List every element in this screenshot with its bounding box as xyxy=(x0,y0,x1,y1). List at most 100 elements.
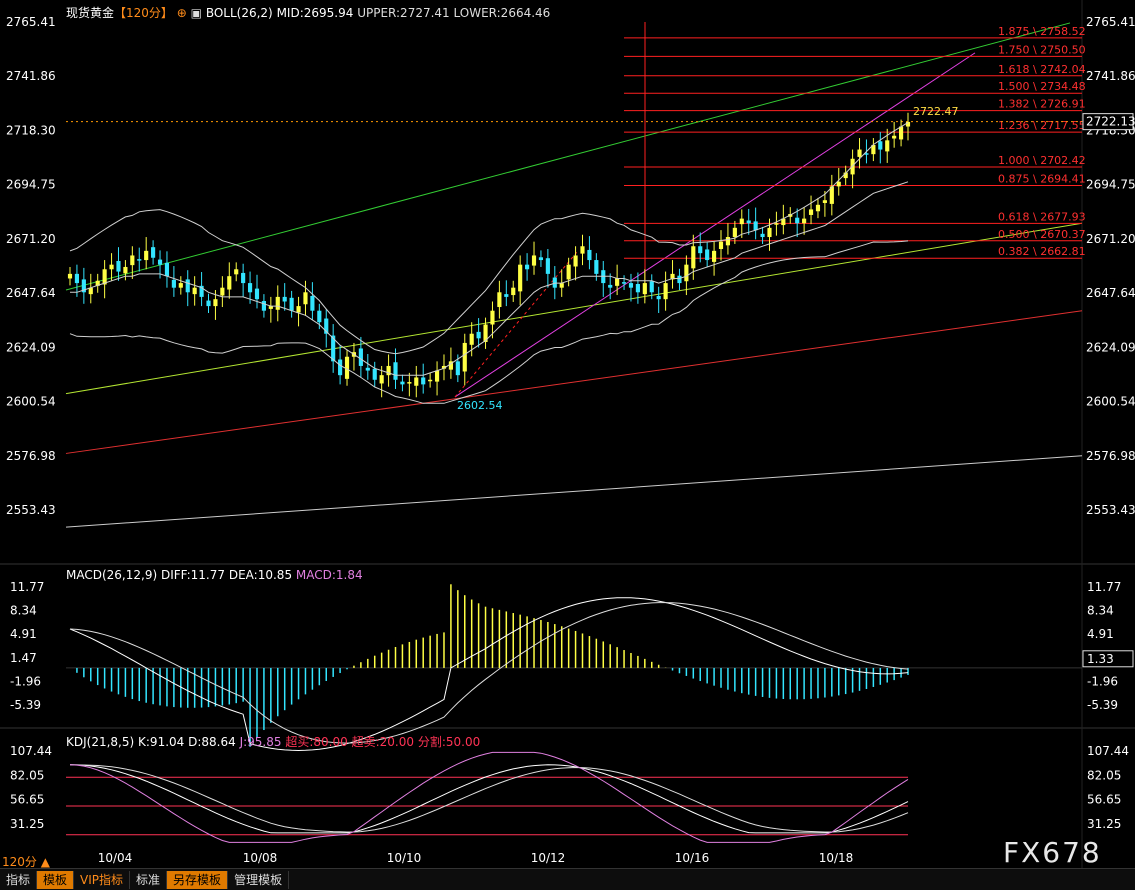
kdj-split: 分割:50.00 xyxy=(417,735,481,749)
candle-body xyxy=(608,284,613,288)
candle-body xyxy=(829,186,834,204)
tab-indicator[interactable]: 指标 xyxy=(0,870,38,889)
candle-body xyxy=(400,381,405,385)
candle-body xyxy=(448,361,453,370)
candle-body xyxy=(531,255,537,266)
macd-tick-left: -5.39 xyxy=(10,698,41,712)
current-price-box xyxy=(1082,113,1134,131)
candle-body xyxy=(802,218,807,224)
candle-body xyxy=(712,250,717,262)
macd-dea: DEA:10.85 xyxy=(228,568,293,582)
kdj-tick-right: 31.25 xyxy=(1087,817,1121,831)
macd-tick-right: -1.96 xyxy=(1087,674,1118,688)
macd-current-box xyxy=(1082,650,1134,668)
candle-body xyxy=(289,297,294,311)
y-tick-left: 2718.30 xyxy=(6,123,56,137)
fib-level-label: 0.382 \ 2662.81 xyxy=(998,245,1086,258)
kdj-tick-left: 31.25 xyxy=(10,817,44,831)
candle-body xyxy=(386,365,391,376)
candle-body xyxy=(525,264,530,270)
macd-tick-right: 4.91 xyxy=(1087,627,1114,641)
macd-tick-left: 8.34 xyxy=(10,604,37,618)
candle-body xyxy=(213,299,218,307)
candle-body xyxy=(753,221,758,231)
candle-body xyxy=(878,141,883,150)
macd-diff: DIFF:11.77 xyxy=(160,568,226,582)
candle-body xyxy=(137,259,142,261)
boll-lower-line xyxy=(69,240,909,404)
macd-label: MACD(26,12,9) xyxy=(66,568,158,582)
candle-body xyxy=(746,220,751,224)
y-tick-right: 2694.75 xyxy=(1086,178,1135,192)
kdj-oversold: 超卖:20.00 xyxy=(351,735,414,749)
candle-body xyxy=(497,292,502,308)
candle-body xyxy=(767,227,772,238)
fib-level-label: 1.500 \ 2734.48 xyxy=(998,80,1086,93)
y-tick-left: 2694.75 xyxy=(6,178,56,192)
candle-body xyxy=(698,246,703,254)
candle-body xyxy=(628,283,634,288)
period-badge[interactable]: 120分 ▲ xyxy=(2,855,50,869)
candle-body xyxy=(275,296,280,310)
candle-body xyxy=(421,377,426,385)
candle-body xyxy=(428,379,433,382)
fib-level-label: 1.750 \ 2750.50 xyxy=(998,43,1086,56)
candle-body xyxy=(691,246,696,269)
y-tick-right: 2765.41 xyxy=(1086,15,1135,29)
candle-body xyxy=(476,331,481,339)
macd-dea-line xyxy=(69,602,909,744)
candle-body xyxy=(88,287,93,295)
macd-current-label: 1.33 xyxy=(1087,652,1114,666)
brand-logo: FX678 xyxy=(1003,836,1102,869)
tab-standard[interactable]: 标准 xyxy=(130,870,168,889)
candle-body xyxy=(808,209,814,215)
high-price-label: 2722.47 xyxy=(913,105,959,118)
y-tick-right: 2576.98 xyxy=(1086,449,1135,463)
candle-body xyxy=(393,362,398,380)
candle-body xyxy=(504,294,509,297)
y-tick-left: 2576.98 xyxy=(6,449,56,463)
candle-body xyxy=(518,264,523,292)
candle-body xyxy=(649,281,654,293)
tab-save-template[interactable]: 另存模板 xyxy=(167,870,229,889)
kdj-overbought: 超买:80.00 xyxy=(285,735,348,749)
red-trend-line xyxy=(65,310,1083,454)
candle-body xyxy=(455,361,460,376)
tab-vip-indicator[interactable]: VIP指标 xyxy=(74,870,131,889)
candle-body xyxy=(220,287,225,296)
kdj-tick-left: 82.05 xyxy=(10,768,44,782)
x-tick: 10/08 xyxy=(243,851,278,865)
macd-header: MACD(26,12,9) DIFF:11.77 DEA:10.85 MACD:… xyxy=(66,568,363,582)
macd-tick-left: -1.96 xyxy=(10,674,41,688)
candle-body xyxy=(344,356,350,379)
period-label[interactable]: 【120分】 xyxy=(114,6,173,20)
candle-body xyxy=(663,283,668,300)
magenta-dashed-line xyxy=(454,250,579,398)
candle-body xyxy=(331,335,336,362)
tab-manage-template[interactable]: 管理模板 xyxy=(228,870,290,889)
green-trend-line xyxy=(65,22,1071,291)
candle-body xyxy=(178,283,183,288)
boll-upper-line xyxy=(69,122,909,355)
candle-body xyxy=(338,359,343,376)
x-tick: 10/12 xyxy=(531,851,566,865)
candle-body xyxy=(490,310,495,325)
kdj-tick-right: 107.44 xyxy=(1087,744,1129,758)
y-tick-right: 2741.86 xyxy=(1086,69,1135,83)
current-price-label: 2722.13 xyxy=(1086,115,1135,129)
candle-body xyxy=(81,279,86,293)
candle-body xyxy=(123,266,128,274)
candle-body xyxy=(732,227,737,238)
candle-body xyxy=(511,287,516,296)
candle-body xyxy=(379,375,384,384)
zoom-icon[interactable]: ⊕ xyxy=(176,6,187,20)
y-tick-left: 2765.41 xyxy=(6,15,56,29)
candle-body xyxy=(109,264,114,270)
tab-template[interactable]: 模板 xyxy=(37,870,75,889)
boll-lower: LOWER:2664.46 xyxy=(453,6,551,20)
kdj-d-line xyxy=(69,764,909,833)
candle-body xyxy=(760,233,765,238)
candle-body xyxy=(462,342,467,372)
